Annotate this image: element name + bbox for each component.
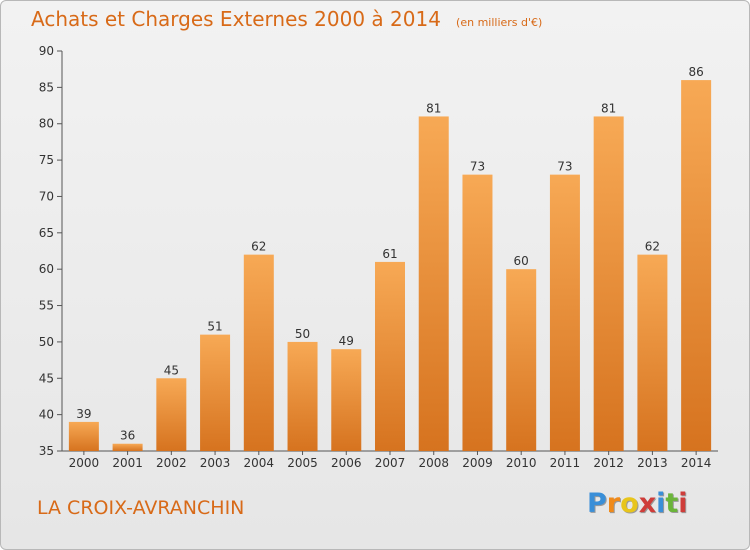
y-tick-label: 65	[39, 226, 54, 240]
chart-title-line: Achats et Charges Externes 2000 à 2014 (…	[31, 7, 542, 31]
bar	[68, 421, 99, 451]
bar	[593, 116, 624, 452]
x-tick-label: 2012	[593, 456, 624, 470]
bar	[200, 334, 231, 451]
data-label: 51	[207, 320, 222, 334]
data-label: 61	[382, 247, 397, 261]
bar	[287, 341, 318, 451]
bar	[549, 174, 580, 452]
x-tick-label: 2013	[637, 456, 668, 470]
y-tick-label: 40	[39, 408, 54, 422]
y-tick-label: 55	[39, 299, 54, 313]
bar	[637, 254, 668, 451]
y-tick-label: 45	[39, 371, 54, 385]
data-label: 86	[688, 65, 703, 79]
bar	[156, 378, 187, 451]
bar	[243, 254, 274, 451]
y-tick-label: 85	[39, 80, 54, 94]
y-tick-label: 90	[39, 44, 54, 58]
logo-letter: x	[638, 488, 657, 519]
x-tick-label: 2010	[506, 456, 537, 470]
logo-letter: i	[678, 488, 688, 519]
bar	[112, 443, 143, 451]
data-label: 39	[76, 407, 91, 421]
bar	[681, 80, 712, 451]
bar	[506, 269, 537, 451]
data-label: 81	[601, 101, 616, 115]
y-tick-label: 70	[39, 189, 54, 203]
bar	[375, 261, 405, 451]
data-label: 62	[251, 240, 266, 254]
data-label: 45	[164, 363, 179, 377]
x-tick-label: 2008	[418, 456, 449, 470]
data-label: 81	[426, 101, 441, 115]
data-label: 62	[645, 240, 660, 254]
y-tick-label: 50	[39, 335, 54, 349]
x-tick-label: 2006	[331, 456, 362, 470]
x-tick-label: 2002	[156, 456, 187, 470]
logo-letter: i	[656, 488, 666, 519]
x-tick-label: 2009	[462, 456, 493, 470]
data-label: 60	[514, 254, 529, 268]
data-label: 49	[339, 334, 354, 348]
x-tick-label: 2001	[112, 456, 143, 470]
data-label: 73	[557, 160, 572, 174]
data-label: 73	[470, 160, 485, 174]
logo-letter: P	[587, 488, 607, 519]
bar	[418, 116, 449, 452]
commune-name: LA CROIX-AVRANCHIN	[37, 497, 245, 519]
x-tick-label: 2000	[69, 456, 100, 470]
x-tick-label: 2004	[244, 456, 275, 470]
x-tick-label: 2011	[550, 456, 581, 470]
y-tick-label: 60	[39, 262, 54, 276]
logo-letter: o	[620, 488, 639, 519]
x-tick-label: 2014	[681, 456, 712, 470]
y-tick-label: 35	[39, 444, 54, 458]
data-label: 36	[120, 429, 135, 443]
proxiti-logo: Proxiti	[587, 488, 688, 519]
logo-letter: t	[665, 488, 679, 519]
x-tick-label: 2003	[200, 456, 231, 470]
x-tick-label: 2005	[287, 456, 318, 470]
logo-letter: r	[606, 488, 621, 519]
bar	[331, 349, 362, 451]
data-label: 50	[295, 327, 310, 341]
bar	[462, 174, 493, 452]
chart-title: Achats et Charges Externes 2000 à 2014	[31, 7, 441, 31]
y-tick-label: 75	[39, 153, 54, 167]
chart-unit: (en milliers d'€)	[456, 16, 543, 29]
y-tick-label: 80	[39, 117, 54, 131]
x-tick-label: 2007	[375, 456, 406, 470]
